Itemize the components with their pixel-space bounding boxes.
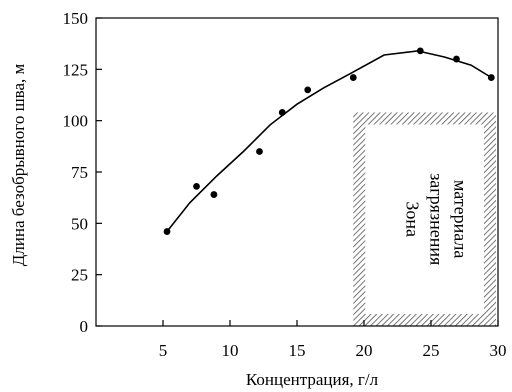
x-tick-label: 15 xyxy=(289,341,306,360)
x-tick-label: 30 xyxy=(490,341,507,360)
data-point xyxy=(453,55,460,63)
y-tick-label: 150 xyxy=(63,9,89,28)
y-axis-label: Длина безобрывного шва, м xyxy=(9,63,28,266)
zone-label-line: Зона xyxy=(403,201,423,237)
zone-label-line: загрязнения xyxy=(427,173,447,265)
y-tick-label: 0 xyxy=(80,317,89,336)
y-tick-label: 25 xyxy=(71,266,88,285)
x-tick-label: 10 xyxy=(222,341,239,360)
data-point xyxy=(278,109,286,116)
x-tick-label: 5 xyxy=(159,341,168,360)
x-axis: 5 10 15 20 25 30 xyxy=(159,320,507,360)
y-axis: 0 25 50 75 100 125 150 xyxy=(63,9,102,336)
data-point xyxy=(349,74,357,81)
y-tick-label: 50 xyxy=(71,214,88,233)
trend-line xyxy=(166,50,492,232)
zone-inner xyxy=(365,124,484,314)
x-tick-label: 25 xyxy=(423,341,440,360)
y-tick-label: 75 xyxy=(71,163,88,182)
data-point xyxy=(256,148,263,155)
y-tick-label: 100 xyxy=(63,112,89,131)
contamination-zone: Зона загрязнения материала xyxy=(353,112,496,326)
series-layer xyxy=(163,47,495,235)
zone-label-line: материала xyxy=(451,180,471,258)
y-tick-label: 125 xyxy=(63,60,89,79)
x-tick-label: 20 xyxy=(356,341,373,360)
data-point xyxy=(487,74,495,81)
data-point xyxy=(304,86,312,94)
data-point xyxy=(416,47,424,55)
x-axis-label: Концентрация, г/л xyxy=(246,370,379,389)
data-point xyxy=(163,228,171,235)
data-point xyxy=(193,182,200,190)
data-point xyxy=(210,191,218,198)
